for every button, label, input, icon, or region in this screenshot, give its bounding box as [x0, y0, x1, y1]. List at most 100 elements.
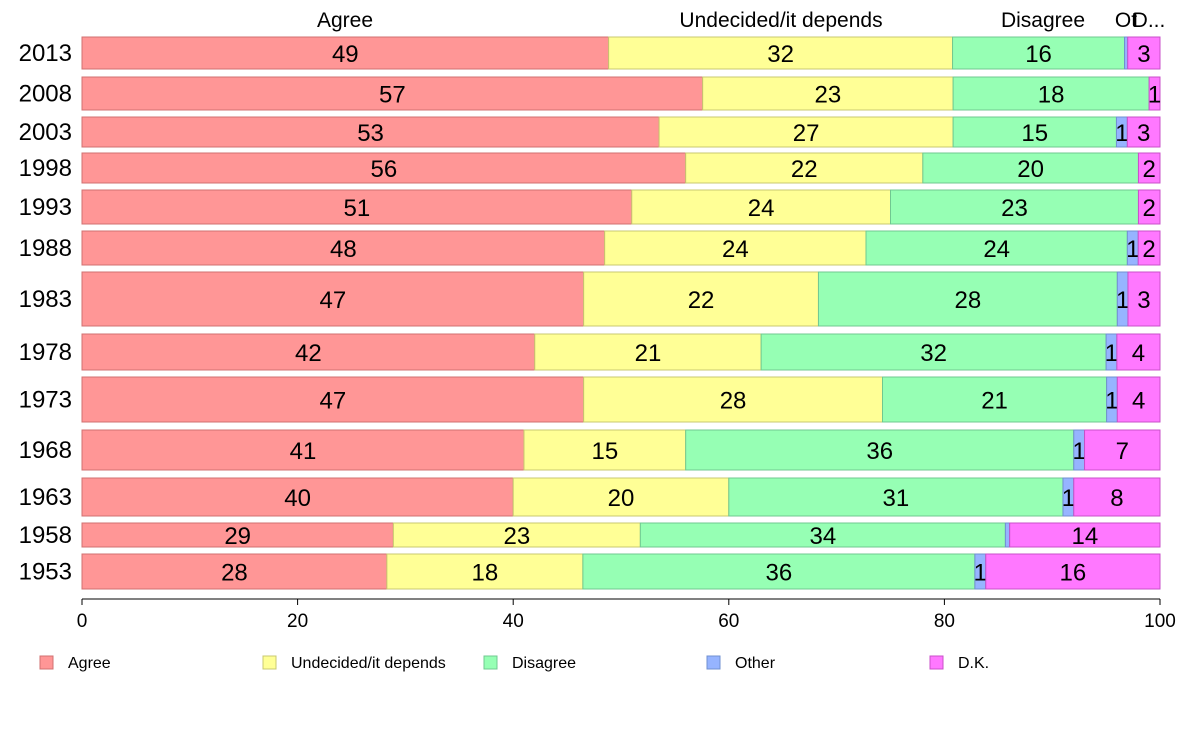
legend-swatch-other	[706, 655, 721, 670]
data-label: 53	[357, 120, 384, 147]
data-label: 49	[332, 41, 359, 68]
data-label: 2	[1142, 236, 1155, 263]
x-axis: 0 20 40 60 80 100	[77, 598, 1176, 632]
data-label: 1	[1072, 438, 1085, 465]
bar-segment-d-k	[1137, 230, 1161, 266]
x-tick-label: 60	[718, 611, 739, 632]
x-tick-label: 0	[77, 611, 88, 632]
year-label: 2013	[19, 40, 72, 67]
data-label: 31	[883, 485, 910, 512]
data-label: 3	[1137, 287, 1150, 314]
year-label: 1953	[19, 559, 72, 586]
data-label: 47	[319, 287, 346, 314]
year-label: 1973	[19, 387, 72, 414]
legend-label: Disagree	[512, 655, 576, 672]
data-label: 21	[635, 340, 662, 367]
data-label: 20	[1017, 156, 1044, 183]
data-label: 1	[1116, 287, 1129, 314]
year-label: 2003	[19, 119, 72, 146]
column-header-label: Agree	[317, 9, 373, 32]
bar-segment-d-k	[985, 553, 1161, 590]
bar-segment-undecided-it-depends	[512, 477, 730, 517]
column-header-label: Undecided/it depends	[679, 9, 882, 32]
data-label: 24	[748, 195, 775, 222]
year-label: 1993	[19, 194, 72, 221]
bar-segment-agree	[81, 553, 388, 590]
legend-label: D.K.	[958, 655, 989, 672]
data-label: 21	[981, 388, 1008, 415]
year-labels: 2013 2008 2003 1998 1993 1988 1983 1978 1973 1968…	[19, 40, 72, 586]
data-label: 14	[1071, 523, 1098, 550]
data-label: 24	[983, 236, 1010, 263]
data-label: 40	[284, 485, 311, 512]
year-label: 1978	[19, 339, 72, 366]
data-label: 36	[766, 560, 793, 587]
data-label: 1	[1115, 120, 1128, 147]
bar-segment-agree	[81, 76, 704, 111]
bar-segment-agree	[81, 189, 633, 225]
bar-segment-undecided-it-depends	[658, 116, 954, 148]
data-label: 3	[1137, 41, 1150, 68]
x-tick-label: 80	[934, 611, 955, 632]
data-label: 20	[608, 485, 635, 512]
data-label: 51	[344, 195, 371, 222]
data-label: 18	[472, 560, 499, 587]
data-label: 57	[379, 82, 406, 109]
data-label: 15	[591, 438, 618, 465]
bar-segment-disagree	[865, 230, 1128, 266]
data-label: 2	[1143, 156, 1156, 183]
data-label: 32	[920, 340, 947, 367]
data-label: 15	[1021, 120, 1048, 147]
data-label: 23	[1001, 195, 1028, 222]
bar-segment-disagree	[639, 522, 1006, 548]
data-label: 1	[1105, 340, 1118, 367]
bar-segment-d-k	[1127, 36, 1161, 70]
data-label: 27	[793, 120, 820, 147]
data-label: 1	[1062, 485, 1075, 512]
data-label: 4	[1132, 388, 1145, 415]
x-tick-label: 20	[287, 611, 308, 632]
legend-swatch-d-k	[929, 655, 944, 670]
bar-segment-undecided-it-depends	[583, 376, 883, 423]
data-label: 2	[1143, 195, 1156, 222]
bar-segment-agree	[81, 271, 585, 327]
data-label: 41	[290, 438, 317, 465]
year-label: 1958	[19, 522, 72, 549]
bar-segment-d-k	[1127, 271, 1161, 327]
bar-segment-undecided-it-depends	[604, 230, 867, 266]
bar-segment-disagree	[685, 429, 1075, 471]
column-header-labels: Agree Undecided/it depends Disagree OtD...	[317, 9, 1165, 32]
bar-segment-agree	[81, 333, 536, 371]
data-label: 3	[1137, 120, 1150, 147]
bar-segment-d-k	[1126, 116, 1161, 148]
data-label: 1	[1105, 388, 1118, 415]
data-label: 28	[720, 388, 747, 415]
data-label: 28	[955, 287, 982, 314]
bar-segment-disagree	[881, 376, 1108, 423]
x-tick-label: 40	[503, 611, 524, 632]
legend-swatch-undecided-it-depends	[262, 655, 277, 670]
legend: Agree Undecided/it depends Disagree Other D.…	[39, 655, 989, 672]
bar-segment-d-k	[1137, 152, 1161, 184]
data-label: 16	[1025, 41, 1052, 68]
year-label: 2008	[19, 81, 72, 108]
bar-segment-undecided-it-depends	[608, 36, 954, 70]
legend-label: Agree	[68, 655, 111, 672]
data-label: 42	[295, 340, 322, 367]
data-label: 18	[1038, 82, 1065, 109]
bar-segment-d-k	[1116, 376, 1161, 423]
column-header-label: D...	[1133, 9, 1166, 32]
data-label: 22	[688, 287, 715, 314]
data-label: 29	[224, 523, 251, 550]
bar-segment-d-k	[1084, 429, 1161, 471]
bar-segment-undecided-it-depends	[386, 553, 584, 590]
bar-segment-disagree	[728, 477, 1064, 517]
data-label: 8	[1110, 485, 1123, 512]
data-label: 16	[1060, 560, 1087, 587]
data-label: 28	[221, 560, 248, 587]
legend-swatch-agree	[39, 655, 54, 670]
bar-segment-undecided-it-depends	[631, 189, 892, 225]
data-label: 4	[1132, 340, 1145, 367]
bar-segment-disagree	[952, 76, 1150, 111]
